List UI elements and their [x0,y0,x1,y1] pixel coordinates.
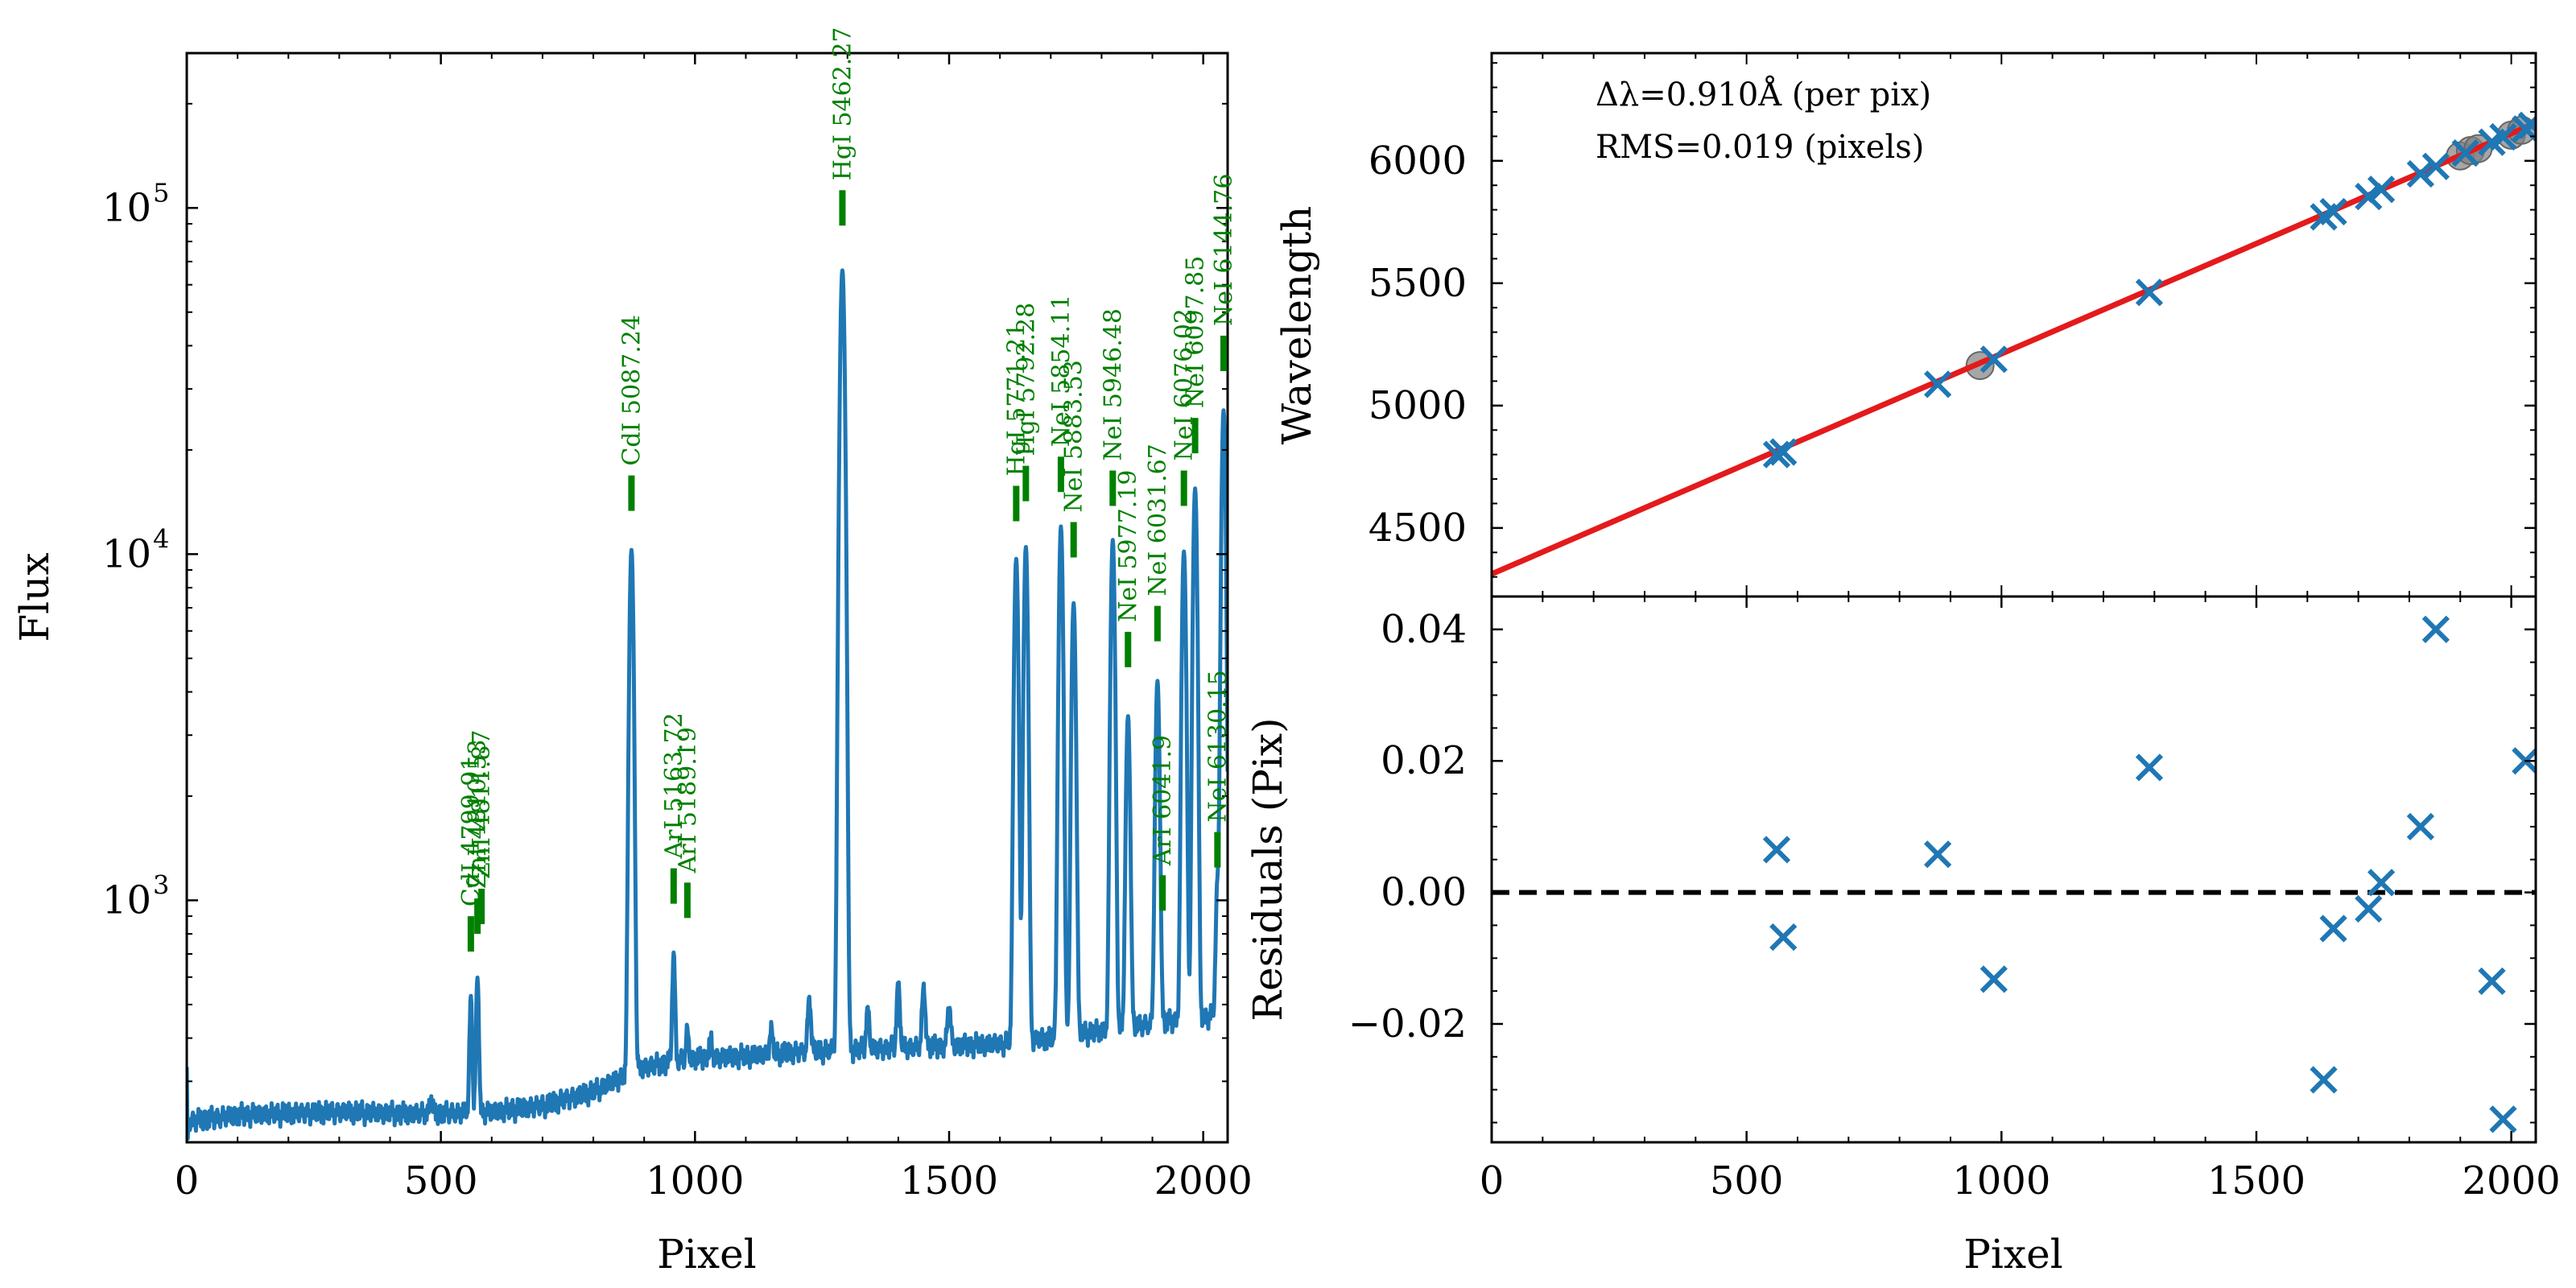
line-id-label: NeI 5883.53 [1060,360,1088,512]
residual-xtick-label: 1000 [1952,1158,2050,1203]
wavelength-point [2406,159,2434,188]
residual-point [2135,753,2164,782]
line-id-label: NeI 5854.11 [1047,295,1075,447]
dispersion-annotation: Δλ=0.910Å (per pix) [1596,76,1931,114]
residual-xtick-label: 0 [1480,1158,1505,1203]
residual-point [1979,965,2008,993]
line-id-label: ArI 5163.72 [660,712,688,859]
line-id-label: NeI 6130.15 [1203,670,1232,822]
wavelength-ylabel: Wavelength [1274,206,1320,445]
line-id-label: ZnI 4810.53 [464,739,492,889]
wavelength-point [1762,440,1791,469]
wavelength-point [2319,197,2347,226]
wavelength-ytick-label: 5500 [1368,261,1467,306]
line-id-label: NeI 5977.19 [1114,469,1142,621]
line-id-label: NeI 5946.48 [1099,308,1127,460]
residual-point [2367,869,2396,897]
wavelength-point [2355,183,2383,211]
spectrum-ytick-label: 10 [102,185,151,230]
residual-xtick-label: 500 [1710,1158,1784,1203]
line-id-label: ArI 6041.9 [1149,735,1177,866]
line-id-label: NeI 6097.85 [1182,256,1210,408]
line-id-label: NeI 6144.76 [1210,174,1238,326]
residual-point [2310,1066,2338,1094]
wavelength-ytick-label: 5000 [1368,383,1467,428]
spectrum-ylabel: Flux [11,552,58,642]
residual-ytick-label: −0.02 [1348,1001,1467,1046]
spectrum-axes-frame [185,52,1229,1144]
wavelength-point [2451,139,2479,167]
spectrum-xtick-label: 500 [404,1158,478,1203]
residual-point [1924,840,1952,869]
residual-point [2421,615,2450,643]
residual-ytick-label: 0.00 [1381,870,1467,915]
residual-point [1769,923,1798,952]
spectrum-ytick-exponent: 4 [153,523,169,554]
line-id-label: HgI 5462.27 [828,27,857,180]
residuals-xlabel: Pixel [1963,1231,2062,1278]
wavelength-point [2517,111,2536,139]
spectrum-ytick-label: 10 [102,531,151,576]
line-id-label: CdI 4799.91 [457,755,485,906]
residual-point [2489,1105,2517,1133]
line-id-label: CdI 5087.24 [617,315,646,466]
wavelength-ytick-label: 6000 [1368,138,1467,184]
line-id-label: ZnI 4811.87 [468,729,496,879]
fit-line [1492,120,2536,577]
spectrum-xtick-label: 1000 [646,1158,744,1203]
residual-point [2406,812,2434,841]
spectrum-xtick-label: 1500 [900,1158,998,1203]
spectrum-xtick-label: 2000 [1154,1158,1253,1203]
wavelength-point [2135,279,2164,307]
wavelength-fit-plot: 4500 5000 5500 6000 Δλ=0.910Å (per pix) RMS… [1274,52,2537,598]
line-id-label: HgI 5771.21 [1002,323,1030,477]
wavelength-point [1924,370,1952,398]
line-id-label: ArI 5189.19 [674,727,702,873]
spectrum-line [187,268,1228,1141]
spectrum-ytick-exponent: 3 [153,869,169,900]
residual-point [2319,914,2347,943]
wavelength-point [2489,122,2517,151]
residual-xtick-label: 2000 [2462,1158,2561,1203]
residual-point [2478,967,2506,995]
residual-xtick-label: 1500 [2207,1158,2306,1203]
residual-ytick-label: 0.04 [1381,607,1467,652]
residual-point [1762,836,1791,864]
residual-point [2355,894,2383,923]
spectrum-ytick-exponent: 5 [153,177,169,208]
line-id-label: NeI 6031.67 [1144,444,1172,596]
residuals-plot: −0.020.000.020.040 500 1000 1500 2000 Pixel … [1245,595,2561,1278]
line-id-label: HgI 5792.28 [1012,303,1040,456]
spectrum-xlabel: Pixel [657,1231,756,1278]
wavelength-point [2367,175,2396,204]
residual-ytick-label: 0.02 [1381,738,1467,783]
spectrum-ytick-label: 10 [102,877,151,923]
wavelength-point [1979,345,2008,374]
rms-annotation: RMS=0.019 (pixels) [1596,129,1924,166]
residuals-ylabel: Residuals (Pix) [1245,717,1291,1021]
spectrum-xtick-label: 0 [175,1158,200,1203]
wavelength-ytick-label: 4500 [1368,506,1467,551]
residuals-axes-frame [1490,595,2537,1144]
wavelength-point [2421,152,2450,180]
wavelength-point [1769,438,1798,466]
